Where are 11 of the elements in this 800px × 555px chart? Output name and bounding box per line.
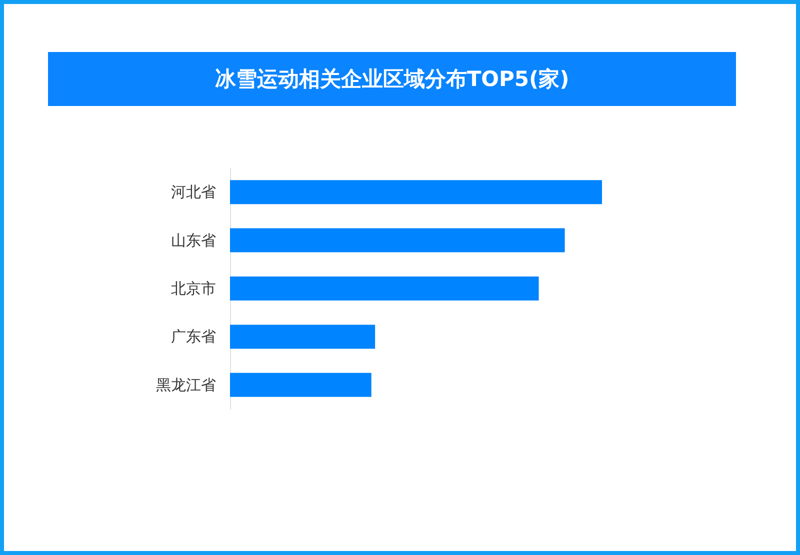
bar <box>230 324 376 349</box>
bar <box>230 228 565 252</box>
y-tick-label: 山东省 <box>171 231 216 250</box>
bar <box>230 276 539 300</box>
chart-title: 冰雪运动相关企业区域分布TOP5(家) <box>48 52 736 106</box>
y-tick-label: 河北省 <box>171 183 216 202</box>
y-tick-label: 黑龙江省 <box>156 376 216 394</box>
bar <box>230 372 372 397</box>
bar <box>230 180 602 204</box>
y-tick-label: 广东省 <box>171 328 216 346</box>
y-tick-label: 北京市 <box>171 280 216 298</box>
